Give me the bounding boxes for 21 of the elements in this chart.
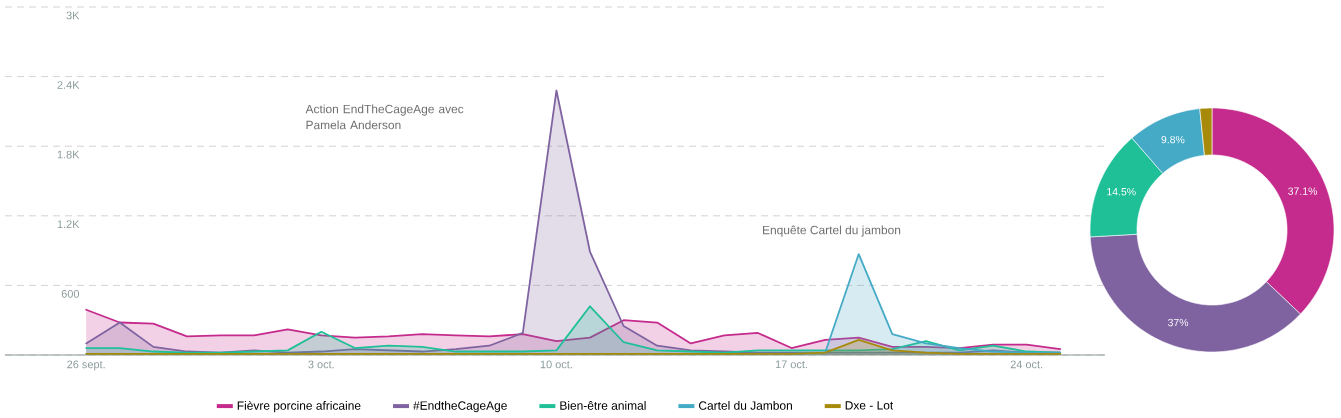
legend-label: Bien-être animal — [560, 400, 646, 410]
x-tick-label: 24 oct. — [1010, 360, 1043, 369]
x-tick-label: 10 oct. — [540, 360, 572, 369]
data-label: 9.8% — [1161, 135, 1185, 144]
legend-label: #EndtheCageAge — [413, 401, 507, 413]
data-label: 37.1% — [1288, 187, 1318, 195]
x-tick-label: 3 oct. — [308, 360, 334, 369]
y-tick-label: 2.4K — [57, 81, 80, 89]
data-label: 14.5% — [1107, 188, 1136, 196]
legend-label: Dxe - Lot — [845, 401, 894, 410]
y-tick-label: 1.2K — [57, 220, 80, 228]
x-tick-label: 26 sept. — [67, 360, 105, 371]
legend-label: Fièvre porcine africaine — [237, 400, 361, 413]
y-tick-label: 1.8K — [57, 150, 80, 159]
data-label: 37% — [1167, 318, 1189, 327]
x-tick-label: 17 oct. — [775, 360, 807, 369]
annotation: Action EndTheCageAge avec Pamela Anderson — [305, 104, 464, 130]
y-tick-label: 3K — [66, 11, 80, 20]
legend-label: Cartel du Jambon — [699, 401, 792, 410]
y-tick-label: 600 — [61, 289, 80, 298]
annotation: Enquête Cartel du jambon — [763, 225, 901, 237]
